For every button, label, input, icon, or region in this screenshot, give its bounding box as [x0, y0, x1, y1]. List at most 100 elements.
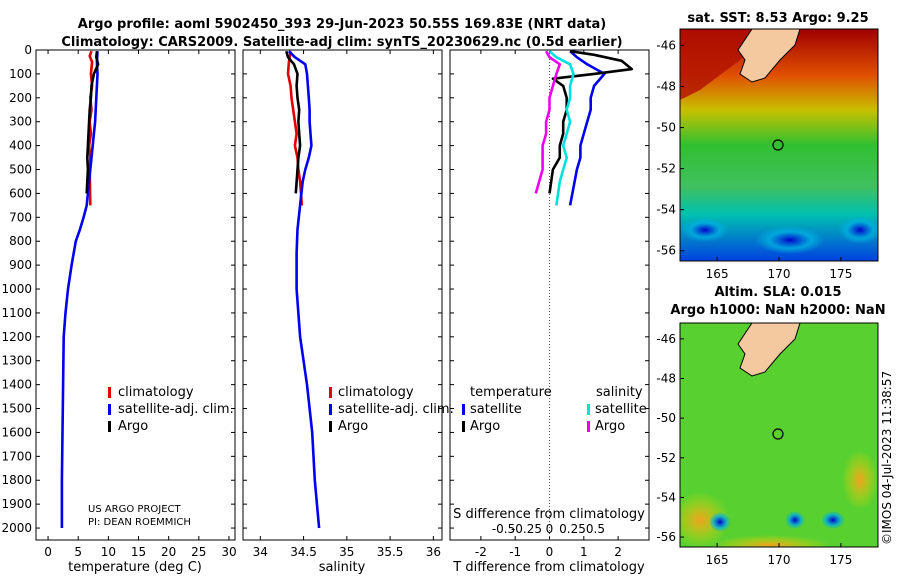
legend-swatch-satellite-s — [329, 404, 332, 415]
x-tick-label: -2 — [475, 545, 487, 559]
map-x-tick-label: 165 — [706, 553, 729, 567]
legend-swatch-satellite — [108, 404, 111, 415]
y-tick-label: 1100 — [1, 306, 32, 320]
map-y-tick-label: -50 — [656, 121, 676, 135]
temperature-axes-frame — [35, 49, 236, 541]
legend-swatch-s-satellite — [587, 404, 590, 415]
map-y-tick-label: -50 — [656, 411, 676, 425]
y-tick-label: 1400 — [1, 378, 32, 392]
legend-swatch-climatology — [108, 387, 111, 398]
sla-map-panel: Altim. SLA: 0.015 Argo h1000: NaN h2000:… — [656, 285, 885, 567]
s-difference-label: S difference from climatology — [453, 507, 645, 522]
x-tick-label: 0 — [44, 545, 52, 559]
legend-satellite-adj-s: satellite-adj. clim. — [338, 402, 454, 417]
t-difference-label: T difference from climatology — [452, 560, 645, 575]
x-tick-label: 0 — [546, 545, 554, 559]
legend-swatch-climatology-s — [329, 387, 332, 398]
top-tick-label: 0.25 — [559, 522, 586, 536]
y-tick-label: 2000 — [1, 521, 32, 535]
sla-argo-marker — [772, 428, 784, 440]
legend-satellite-adj: satellite-adj. clim. — [118, 402, 234, 417]
sst-land — [737, 29, 801, 83]
x-tick-label: 5 — [74, 545, 82, 559]
y-tick-label: 700 — [9, 210, 32, 224]
salinity-axes-frame — [242, 49, 443, 541]
y-tick-label: 1900 — [1, 497, 32, 511]
difference-panel: -2 -1 0 1 2 temperature salinity satellite A… — [449, 49, 650, 575]
imos-credit: ©IMOS 04-Jul-2023 11:38:57 — [880, 371, 894, 545]
legend-s-satellite: satellite — [595, 402, 647, 417]
title-line2: Climatology: CARS2009. Satellite-adj cli… — [61, 35, 622, 50]
x-tick-label: 34.5 — [290, 545, 317, 559]
y-tick-label: 900 — [9, 258, 32, 272]
top-tick-label: -0.5 — [492, 522, 515, 536]
legend-swatch-s-argo — [587, 421, 590, 432]
series-satellite-adj-clim- — [287, 50, 321, 529]
x-tick-label: 1 — [580, 545, 588, 559]
map-x-tick-label: 170 — [768, 553, 791, 567]
map-x-tick-label: 175 — [829, 553, 852, 567]
y-tick-label: 200 — [9, 91, 32, 105]
legend-climatology: climatology — [118, 385, 194, 400]
map-x-tick-label: 175 — [829, 267, 852, 281]
title-line1: Argo profile: aoml 5902450_393 29-Jun-20… — [78, 17, 606, 32]
sla-high-1 — [680, 492, 730, 547]
map-y-tick-label: -54 — [656, 490, 676, 504]
legend-title-temperature: temperature — [470, 385, 552, 400]
salinity-xlabel: salinity — [319, 560, 366, 575]
series-s-argo — [534, 50, 562, 194]
sst-title: sat. SST: 8.53 Argo: 9.25 — [687, 11, 868, 26]
map-y-tick-label: -46 — [656, 332, 676, 346]
x-tick-label: 36 — [426, 545, 441, 559]
series-satellite-adj-clim- — [60, 51, 99, 528]
legend-s-argo: Argo — [595, 419, 625, 434]
y-tick-label: 800 — [9, 234, 32, 248]
sla-low-1 — [709, 512, 731, 532]
legend-title-salinity: salinity — [596, 385, 643, 400]
sst-cold-eddy-3 — [681, 218, 729, 242]
legend-argo-s: Argo — [338, 419, 368, 434]
salinity-legend: climatology satellite-adj. clim. Argo — [329, 385, 454, 434]
map-y-tick-label: -52 — [656, 162, 676, 176]
legend-t-satellite: satellite — [470, 402, 522, 417]
map-y-tick-label: -46 — [656, 38, 676, 52]
top-tick-label: -0.25 — [511, 522, 542, 536]
map-y-tick-label: -52 — [656, 451, 676, 465]
credit-pi: PI: DEAN ROEMMICH — [88, 517, 191, 528]
y-tick-label: 400 — [9, 139, 32, 153]
sla-low-2 — [785, 511, 805, 529]
series-argo — [285, 50, 302, 194]
y-tick-label: 600 — [9, 186, 32, 200]
temperature-legend: climatology satellite-adj. clim. Argo — [108, 385, 234, 434]
x-tick-label: 25 — [191, 545, 206, 559]
sst-argo-marker — [772, 139, 784, 151]
sla-high-3 — [710, 535, 830, 547]
temperature-xlabel: temperature (deg C) — [68, 560, 202, 575]
map-x-tick-label: 165 — [706, 267, 729, 281]
y-tick-label: 500 — [9, 163, 32, 177]
sla-low-3 — [821, 511, 845, 529]
sla-title-line2: Argo h1000: NaN h2000: NaN — [670, 303, 885, 318]
y-tick-label: 1700 — [1, 449, 32, 463]
series-t-satellite — [568, 50, 606, 206]
y-tick-label: 1000 — [1, 282, 32, 296]
top-tick-label: 0.5 — [586, 522, 605, 536]
series-s-satellite — [548, 50, 575, 206]
map-y-tick-label: -48 — [656, 79, 676, 93]
legend-t-argo: Argo — [470, 419, 500, 434]
sla-title-line1: Altim. SLA: 0.015 — [715, 285, 842, 300]
sla-high-2 — [842, 450, 878, 510]
y-tick-label: 1300 — [1, 354, 32, 368]
y-tick-label: 0 — [24, 43, 32, 57]
y-tick-label: 1800 — [1, 473, 32, 487]
temperature-panel: 0100200300400500600700800900100011001200… — [1, 43, 236, 575]
sst-cold-eddy-1 — [755, 226, 825, 254]
x-tick-label: 30 — [221, 545, 236, 559]
x-tick-label: 34 — [253, 545, 268, 559]
x-tick-label: 2 — [614, 545, 622, 559]
y-tick-label: 1200 — [1, 330, 32, 344]
x-tick-label: 15 — [131, 545, 146, 559]
y-tick-label: 1600 — [1, 425, 32, 439]
credit-project: US ARGO PROJECT — [88, 504, 182, 515]
x-tick-label: 35.5 — [377, 545, 404, 559]
